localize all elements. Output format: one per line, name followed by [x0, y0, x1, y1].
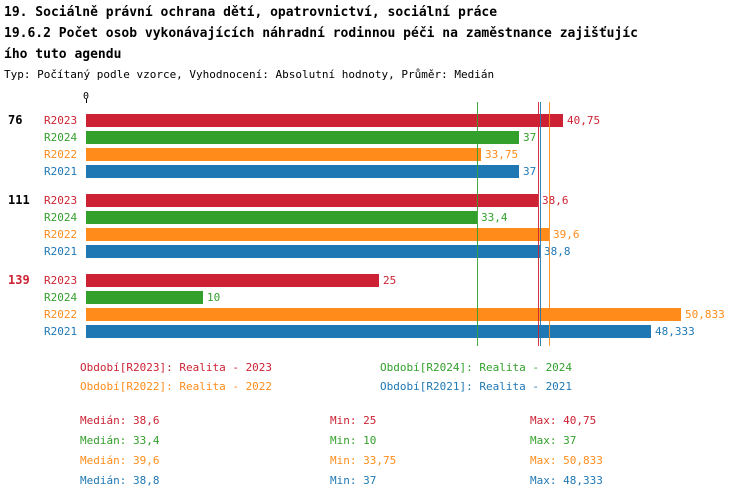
bar-value-label: 38,6 — [542, 194, 569, 207]
legend-item-r2024: Období[R2024]: Realita - 2024 — [380, 361, 573, 374]
bar-value-label: 40,75 — [567, 114, 601, 127]
bar-r2024 — [86, 211, 477, 224]
bar-r2023 — [86, 274, 379, 287]
stat-max: Max: 37 — [530, 434, 577, 447]
legend-item-r2023: Období[R2023]: Realita - 2023 — [80, 361, 273, 374]
bar-value-label: 33,75 — [485, 148, 519, 161]
stat-median: Medián: 38,6 — [80, 414, 160, 427]
axis-zero-label: 0 — [82, 91, 90, 102]
series-label-r2023: R2023 — [44, 114, 78, 127]
series-label-r2022: R2022 — [44, 308, 78, 321]
stat-min: Min: 10 — [330, 434, 377, 447]
series-label-r2021: R2021 — [44, 245, 78, 258]
chart-title-line2: 19.6.2 Počet osob vykonávajících náhradn… — [4, 26, 638, 41]
bar-r2024 — [86, 291, 203, 304]
bar-r2023 — [86, 194, 538, 207]
bar-value-label: 25 — [383, 274, 397, 287]
bar-r2022 — [86, 148, 481, 161]
median-line-r2021 — [540, 102, 541, 346]
bar-r2024 — [86, 131, 519, 144]
chart-title-line1: 19. Sociálně právní ochrana dětí, opatro… — [4, 5, 498, 20]
stat-min: Min: 25 — [330, 414, 377, 427]
legend-item-r2022: Období[R2022]: Realita - 2022 — [80, 380, 273, 393]
stat-max: Max: 48,333 — [530, 474, 603, 487]
series-label-r2022: R2022 — [44, 148, 78, 161]
stat-median: Medián: 33,4 — [80, 434, 160, 447]
bar-value-label: 38,8 — [544, 245, 571, 258]
legend-item-r2021: Období[R2021]: Realita - 2021 — [380, 380, 573, 393]
series-label-r2023: R2023 — [44, 194, 78, 207]
stat-min: Min: 33,75 — [330, 454, 397, 467]
series-label-r2021: R2021 — [44, 165, 78, 178]
bar-value-label: 39,6 — [553, 228, 580, 241]
group-label: 76 — [8, 113, 23, 127]
stat-max: Max: 50,833 — [530, 454, 603, 467]
median-line-r2022 — [549, 102, 550, 346]
bar-r2021 — [86, 325, 651, 338]
bar-value-label: 48,333 — [655, 325, 695, 338]
bar-r2023 — [86, 114, 563, 127]
bar-r2021 — [86, 245, 540, 258]
series-label-r2024: R2024 — [44, 291, 78, 304]
stat-median: Medián: 38,8 — [80, 474, 160, 487]
stat-max: Max: 40,75 — [530, 414, 597, 427]
bar-r2021 — [86, 165, 519, 178]
series-label-r2024: R2024 — [44, 211, 78, 224]
group-label: 139 — [8, 273, 30, 287]
bar-value-label: 37 — [523, 165, 537, 178]
bar-r2022 — [86, 228, 549, 241]
median-line-r2024 — [477, 102, 478, 346]
group-label: 111 — [8, 193, 30, 207]
bar-value-label: 37 — [523, 131, 537, 144]
bar-r2022 — [86, 308, 681, 321]
chart-title-line3: ího tuto agendu — [4, 47, 122, 62]
bar-value-label: 33,4 — [481, 211, 508, 224]
series-label-r2023: R2023 — [44, 274, 78, 287]
series-label-r2021: R2021 — [44, 325, 78, 338]
stat-median: Medián: 39,6 — [80, 454, 160, 467]
bar-value-label: 10 — [207, 291, 221, 304]
bar-value-label: 50,833 — [685, 308, 725, 321]
median-line-r2023 — [538, 102, 539, 346]
axis-zero-tick — [86, 99, 87, 103]
series-label-r2022: R2022 — [44, 228, 78, 241]
series-label-r2024: R2024 — [44, 131, 78, 144]
stat-min: Min: 37 — [330, 474, 377, 487]
chart-subtitle: Typ: Počítaný podle vzorce, Vyhodnocení:… — [4, 68, 495, 81]
